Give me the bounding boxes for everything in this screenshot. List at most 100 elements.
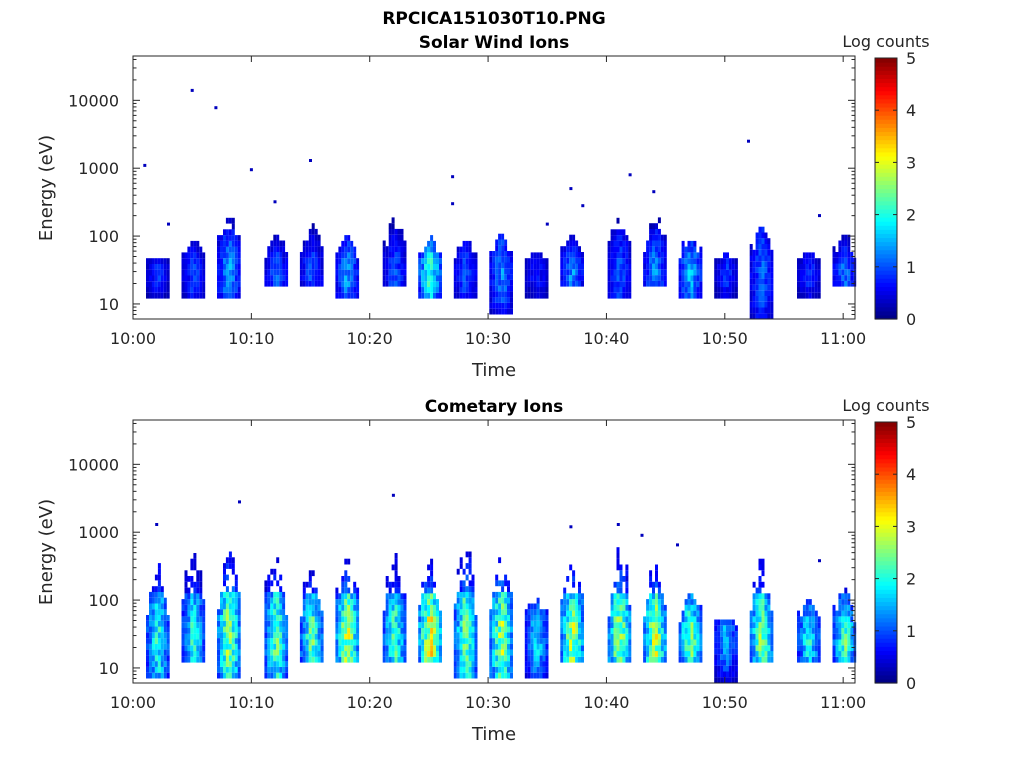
heatmap-cell [646, 628, 650, 634]
heatmap-cell [305, 656, 309, 663]
heatmap-cell [539, 615, 543, 621]
heatmap-cell [433, 581, 436, 588]
heatmap-cell [353, 633, 357, 640]
heatmap-cell [764, 272, 768, 279]
heatmap-cell [151, 281, 155, 288]
colorbar-band [875, 94, 897, 100]
heatmap-cell [403, 651, 407, 657]
heatmap-cell [468, 655, 472, 662]
heatmap-cell [616, 281, 620, 288]
colorbar-band [875, 634, 897, 639]
heatmap-cell [456, 632, 460, 639]
heatmap-cell [649, 604, 653, 611]
heatmap-cell [489, 274, 493, 280]
heatmap-cell [223, 229, 226, 236]
heatmap-cell [202, 633, 206, 640]
colorbar-band [875, 241, 897, 247]
heatmap-cell [616, 656, 620, 663]
heatmap-cell [723, 659, 726, 666]
heatmap-cell [755, 645, 759, 652]
heatmap-cell [693, 599, 697, 605]
heatmap-cell [202, 604, 206, 611]
heatmap-cell [299, 275, 303, 281]
heatmap-cell [527, 264, 531, 270]
heatmap-cell [841, 622, 845, 628]
heatmap-cell [190, 628, 194, 634]
heatmap-cell [190, 281, 194, 288]
heatmap-cell [305, 645, 309, 652]
heatmap-cell [267, 603, 271, 610]
heatmap-cell [353, 628, 357, 634]
heatmap-cell [465, 620, 469, 627]
heatmap-cell [267, 246, 271, 252]
heatmap-cell [285, 615, 289, 621]
heatmap-cell [749, 301, 753, 308]
heatmap-cell [498, 661, 502, 667]
heatmap-cell [154, 655, 158, 662]
heatmap-cell [619, 581, 623, 588]
heatmap-cell [225, 235, 229, 241]
heatmap-cell [231, 252, 235, 259]
heatmap-cell [563, 275, 567, 281]
x-tick-label: 10:40 [583, 693, 629, 712]
heatmap-cell [418, 269, 422, 276]
heatmap-cell [539, 252, 543, 259]
heatmap-cell [468, 258, 472, 264]
heatmap-cell [578, 246, 581, 252]
heatmap-cell [456, 666, 460, 673]
heatmap-cell [397, 616, 401, 623]
heatmap-cell [344, 633, 348, 640]
heatmap-cell [687, 633, 691, 640]
heatmap-cell [498, 615, 502, 621]
heatmap-cell [382, 639, 386, 646]
heatmap-cell [282, 591, 286, 598]
heatmap-cell [507, 308, 510, 315]
heatmap-cell [270, 252, 274, 258]
heatmap-cell [734, 281, 738, 288]
heatmap-cell [459, 563, 463, 569]
heatmap-cell [311, 257, 315, 264]
heatmap-cell [678, 292, 682, 299]
heatmap-cell [459, 603, 463, 610]
heatmap-cell [181, 275, 185, 282]
heatmap-cell [572, 252, 576, 258]
heatmap-cell [758, 651, 762, 657]
heatmap-cell [385, 257, 389, 264]
heatmap-cell [341, 628, 345, 634]
heatmap-cell [305, 263, 309, 270]
heatmap-cell [619, 229, 623, 236]
heatmap-cell [835, 633, 839, 640]
heatmap-cell [655, 252, 658, 258]
heatmap-cell [628, 292, 632, 299]
heatmap-cell [495, 256, 499, 263]
heatmap-cell [196, 593, 200, 600]
heatmap-cell [350, 246, 354, 253]
heatmap-cell [533, 632, 537, 639]
heatmap-cell [495, 620, 499, 627]
heatmap-cell [270, 246, 274, 252]
heatmap-cell [394, 651, 398, 657]
heatmap-cell [504, 655, 508, 662]
heatmap-cell [530, 609, 534, 615]
heatmap-cell [696, 645, 700, 652]
heatmap-cell [462, 603, 466, 610]
heatmap-cell [403, 275, 407, 281]
heatmap-cell [382, 616, 386, 623]
heatmap-cell [305, 639, 309, 646]
heatmap-cell [181, 599, 185, 605]
heatmap-cell [220, 591, 223, 598]
heatmap-cell [388, 604, 392, 611]
heatmap-cell [181, 656, 185, 663]
heatmap-cell [749, 249, 753, 256]
heatmap-cell [187, 628, 191, 634]
heatmap-cell [660, 633, 664, 640]
heatmap-cell [628, 275, 632, 282]
heatmap-cell [237, 235, 241, 241]
heatmap-cell [681, 281, 685, 288]
heatmap-cell [350, 599, 354, 605]
colorbar-band [875, 102, 897, 108]
colorbar-band [875, 479, 897, 484]
heatmap-cell [616, 264, 620, 270]
heatmap-cell [726, 677, 729, 683]
heatmap-cell [433, 599, 436, 605]
